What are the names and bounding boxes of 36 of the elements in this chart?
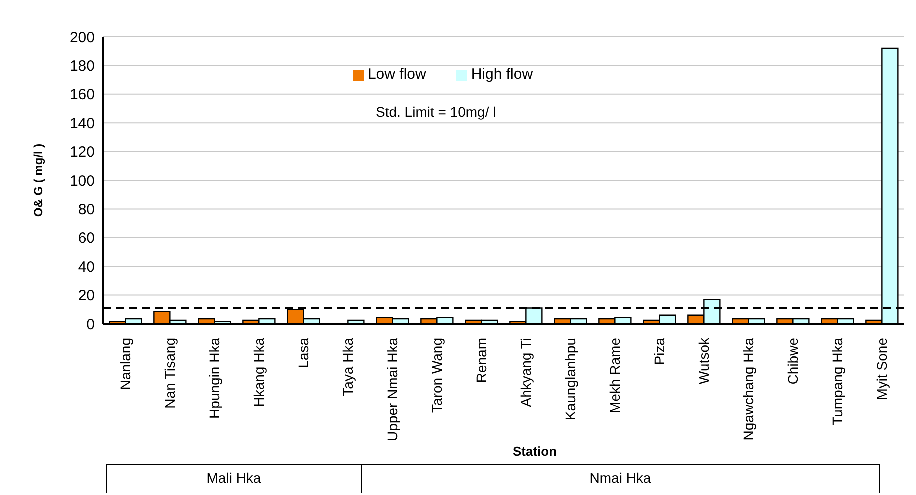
annotation: Std. Limit = 10mg/ l <box>368 102 504 122</box>
y-tick-label: 120 <box>70 144 95 162</box>
legend-label: Low flow <box>368 66 426 83</box>
text: Mali Hka <box>206 469 262 488</box>
x-tick-label: Ahkyang Ti <box>518 338 534 408</box>
x-tick-label: Piza <box>651 338 668 366</box>
x-tick-label: Tumpang Hka <box>829 338 846 426</box>
y-tick-label: 200 <box>70 29 95 46</box>
x-tick-label: Nan Tisang <box>162 338 178 409</box>
x-tick-label: Nanlang <box>117 338 134 390</box>
y-axis-title: O& G ( mg/l ) <box>31 144 46 218</box>
x-axis-title: Station <box>513 444 558 459</box>
y-tick-label: 80 <box>78 202 95 219</box>
x-tick-label: Myit Sone <box>874 338 890 400</box>
x-tick-label: Wutsok <box>696 337 712 384</box>
y-tick-label: 160 <box>70 86 95 104</box>
y-tick-label: 60 <box>78 230 95 248</box>
legend-label: High flow <box>471 66 534 83</box>
x-tick-label: Mekh Rame <box>606 338 623 414</box>
x-tick-label: Chibwe <box>784 338 801 385</box>
x-tick-label: Taron Wang <box>428 338 445 413</box>
x-tick-label: Hpungin Hka <box>206 338 222 419</box>
y-tick-label: 140 <box>70 115 95 132</box>
y-tick-label: 180 <box>70 58 95 76</box>
x-tick-label: Ngawchang Hka <box>740 338 756 441</box>
y-tick-label: 40 <box>78 258 95 276</box>
x-tick-label: Renam <box>473 338 490 384</box>
x-tick-label: Kaunglanhpu <box>562 338 578 421</box>
x-tick-label: Taya Hka <box>340 338 356 396</box>
x-tick-label: Hkang Hka <box>250 338 267 408</box>
y-tick-label: 20 <box>78 288 95 305</box>
y-tick-label: 100 <box>70 172 95 190</box>
text: Nmai Hka <box>361 465 879 493</box>
x-tick-label: Upper Nmai Hka <box>384 338 400 442</box>
x-tick-label: Lasa <box>295 338 312 368</box>
y-tick-label: 0 <box>86 316 95 334</box>
